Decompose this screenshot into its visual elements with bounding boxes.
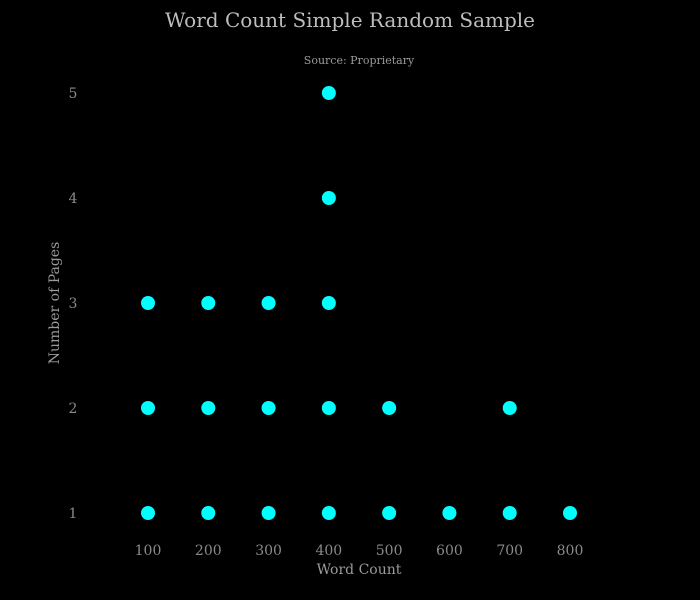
chart-subtitle: Source: Proprietary bbox=[304, 54, 415, 67]
data-point bbox=[321, 191, 336, 205]
data-point bbox=[201, 296, 216, 310]
data-points bbox=[141, 86, 577, 520]
data-point bbox=[261, 506, 276, 520]
data-point bbox=[442, 506, 457, 520]
x-axis-ticks: 100 200 300 400 500 600 700 800 bbox=[135, 543, 584, 559]
x-tick-label: 200 bbox=[195, 543, 222, 559]
x-tick-label: 100 bbox=[135, 543, 162, 559]
data-point bbox=[502, 401, 517, 415]
data-point bbox=[382, 506, 397, 520]
data-point bbox=[321, 296, 336, 310]
data-point bbox=[201, 506, 216, 520]
x-tick-label: 700 bbox=[496, 543, 523, 559]
data-point bbox=[321, 86, 336, 100]
data-point bbox=[502, 506, 517, 520]
data-point bbox=[261, 401, 276, 415]
y-tick-label: 2 bbox=[69, 401, 78, 417]
data-point bbox=[563, 506, 577, 520]
x-tick-label: 600 bbox=[436, 543, 463, 559]
y-tick-label: 3 bbox=[69, 296, 78, 312]
x-tick-label: 800 bbox=[557, 543, 584, 559]
y-tick-label: 1 bbox=[69, 506, 78, 522]
x-tick-label: 400 bbox=[315, 543, 342, 559]
data-point bbox=[201, 401, 216, 415]
data-point bbox=[261, 296, 276, 310]
data-point bbox=[382, 401, 397, 415]
x-tick-label: 300 bbox=[255, 543, 282, 559]
data-point bbox=[321, 506, 336, 520]
x-axis-label: Word Count bbox=[317, 562, 402, 578]
data-point bbox=[141, 401, 155, 415]
y-tick-label: 5 bbox=[69, 86, 78, 102]
data-point bbox=[321, 401, 336, 415]
data-point bbox=[141, 296, 155, 310]
x-tick-label: 500 bbox=[376, 543, 403, 559]
y-axis-label: Number of Pages bbox=[47, 242, 63, 365]
chart-title: Word Count Simple Random Sample bbox=[165, 8, 535, 32]
y-axis-ticks: 1 2 3 4 5 bbox=[69, 86, 78, 522]
data-point bbox=[141, 506, 155, 520]
y-tick-label: 4 bbox=[69, 191, 78, 207]
